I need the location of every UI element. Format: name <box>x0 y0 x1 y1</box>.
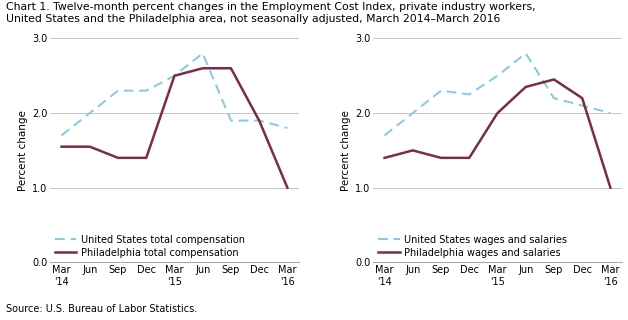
United States wages and salaries <box>522 52 529 55</box>
United States wages and salaries <box>607 111 614 115</box>
Philadelphia total compensation <box>143 156 150 160</box>
Line: United States total compensation: United States total compensation <box>62 53 288 135</box>
Line: Philadelphia total compensation: Philadelphia total compensation <box>62 68 288 188</box>
Philadelphia wages and salaries <box>465 156 473 160</box>
United States wages and salaries <box>437 89 445 92</box>
United States wages and salaries <box>494 74 501 78</box>
Line: United States wages and salaries: United States wages and salaries <box>384 53 610 135</box>
Text: United States and the Philadelphia area, not seasonally adjusted, March 2014–Mar: United States and the Philadelphia area,… <box>6 14 501 24</box>
United States total compensation <box>86 111 94 115</box>
Philadelphia total compensation <box>227 66 235 70</box>
United States total compensation <box>256 119 263 123</box>
Line: Philadelphia wages and salaries: Philadelphia wages and salaries <box>384 79 610 188</box>
United States wages and salaries <box>465 92 473 96</box>
Legend: United States wages and salaries, Philadelphia wages and salaries: United States wages and salaries, Philad… <box>378 235 567 258</box>
United States total compensation <box>58 133 65 137</box>
Philadelphia wages and salaries <box>578 96 586 100</box>
Philadelphia wages and salaries <box>607 186 614 190</box>
United States total compensation <box>143 89 150 92</box>
Legend: United States total compensation, Philadelphia total compensation: United States total compensation, Philad… <box>55 235 246 258</box>
United States wages and salaries <box>578 104 586 108</box>
United States wages and salaries <box>409 111 416 115</box>
Philadelphia total compensation <box>284 186 291 190</box>
Philadelphia wages and salaries <box>494 111 501 115</box>
Y-axis label: Percent change: Percent change <box>18 110 28 191</box>
Philadelphia wages and salaries <box>522 85 529 89</box>
Text: Source: U.S. Bureau of Labor Statistics.: Source: U.S. Bureau of Labor Statistics. <box>6 304 198 314</box>
Philadelphia total compensation <box>58 145 65 148</box>
United States total compensation <box>284 126 291 130</box>
Y-axis label: Percent change: Percent change <box>341 110 351 191</box>
Philadelphia total compensation <box>171 74 178 78</box>
Philadelphia total compensation <box>199 66 207 70</box>
United States total compensation <box>199 52 207 55</box>
United States wages and salaries <box>550 96 558 100</box>
Philadelphia total compensation <box>86 145 94 148</box>
Text: Chart 1. Twelve-month percent changes in the Employment Cost Index, private indu: Chart 1. Twelve-month percent changes in… <box>6 2 536 12</box>
Philadelphia wages and salaries <box>550 77 558 81</box>
Philadelphia wages and salaries <box>381 156 388 160</box>
Philadelphia wages and salaries <box>409 148 416 152</box>
United States total compensation <box>171 74 178 78</box>
United States wages and salaries <box>381 133 388 137</box>
Philadelphia wages and salaries <box>437 156 445 160</box>
Philadelphia total compensation <box>256 119 263 123</box>
United States total compensation <box>227 119 235 123</box>
United States total compensation <box>114 89 122 92</box>
Philadelphia total compensation <box>114 156 122 160</box>
